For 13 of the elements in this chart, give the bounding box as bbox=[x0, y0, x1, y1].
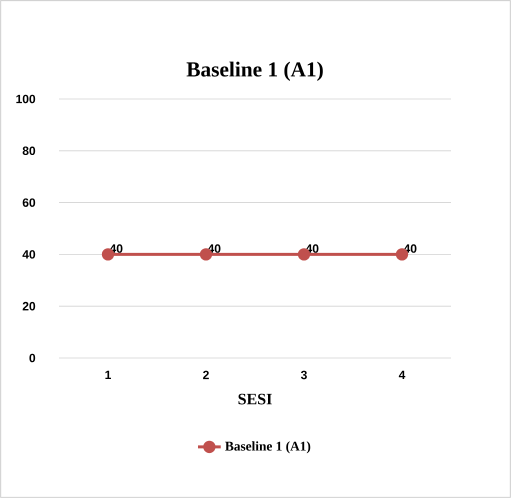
y-tick-label: 100 bbox=[16, 94, 36, 104]
x-tick-label: 1 bbox=[105, 370, 111, 379]
y-tick-label: 80 bbox=[22, 146, 36, 156]
y-tick-label: 40 bbox=[22, 250, 36, 259]
chart-title: Baseline 1 (A1) bbox=[186, 62, 323, 81]
legend-label: Baseline 1 (A1) bbox=[225, 441, 310, 454]
x-axis-title: SESI bbox=[238, 394, 272, 404]
y-tick-label: 20 bbox=[22, 302, 36, 310]
y-tick-label: 60 bbox=[22, 198, 36, 207]
x-tick-label: 4 bbox=[398, 370, 406, 379]
x-tick-label: 3 bbox=[300, 370, 307, 380]
y-tick-label: 0 bbox=[29, 354, 36, 362]
x-tick-label: 2 bbox=[203, 370, 209, 380]
